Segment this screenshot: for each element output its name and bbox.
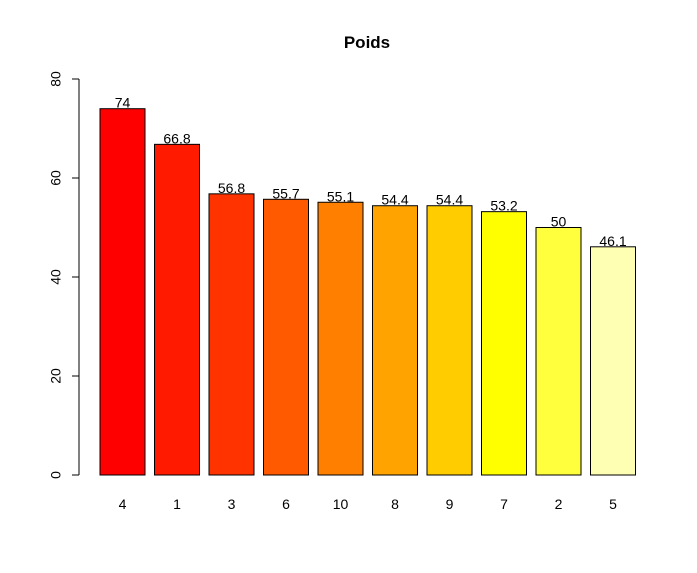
x-tick-label: 9 [446, 496, 454, 512]
x-tick-label: 4 [119, 496, 127, 512]
bar-data-label: 55.7 [272, 185, 299, 201]
bar-data-label: 46.1 [599, 233, 626, 249]
y-tick-label: 40 [48, 269, 64, 285]
y-axis: 0 20 40 60 80 [48, 71, 80, 479]
bar-data-label: 50 [551, 214, 567, 230]
bar [154, 143, 200, 476]
bar [317, 201, 364, 476]
bar-data-label: 56.8 [218, 180, 245, 196]
bar [590, 246, 636, 476]
bar-data-label: 66.8 [163, 130, 190, 146]
y-tick-label: 60 [48, 170, 64, 186]
bar-data-label: 54.4 [436, 192, 463, 208]
x-tick-label: 6 [282, 496, 290, 512]
y-tick-label: 0 [48, 471, 64, 479]
bar-data-label: 55.1 [327, 188, 354, 204]
bar-data-label: 54.4 [381, 192, 408, 208]
x-tick-label: 7 [500, 496, 508, 512]
bar [372, 205, 418, 476]
bar [426, 205, 473, 476]
bar [208, 193, 255, 476]
bar-data-label: 53.2 [490, 198, 517, 214]
chart-title: Poids [344, 33, 390, 52]
x-tick-label: 2 [555, 496, 563, 512]
data-labels-group: 74 66.8 56.8 55.7 55.1 54.4 54.4 53.2 50 46.1 [115, 95, 627, 249]
bar [99, 108, 146, 476]
bars-group [99, 108, 636, 476]
bar-data-label: 74 [115, 95, 131, 111]
bar [263, 198, 309, 476]
bar [481, 211, 527, 476]
x-tick-label: 8 [391, 496, 399, 512]
x-tick-label: 10 [333, 496, 349, 512]
x-tick-labels-group: 4 1 3 6 10 8 9 7 2 5 [119, 496, 618, 512]
y-tick-label: 80 [48, 71, 64, 87]
y-tick-label: 20 [48, 368, 64, 384]
bar [535, 227, 582, 476]
x-tick-label: 5 [609, 496, 617, 512]
x-tick-label: 1 [173, 496, 181, 512]
x-tick-label: 3 [228, 496, 236, 512]
